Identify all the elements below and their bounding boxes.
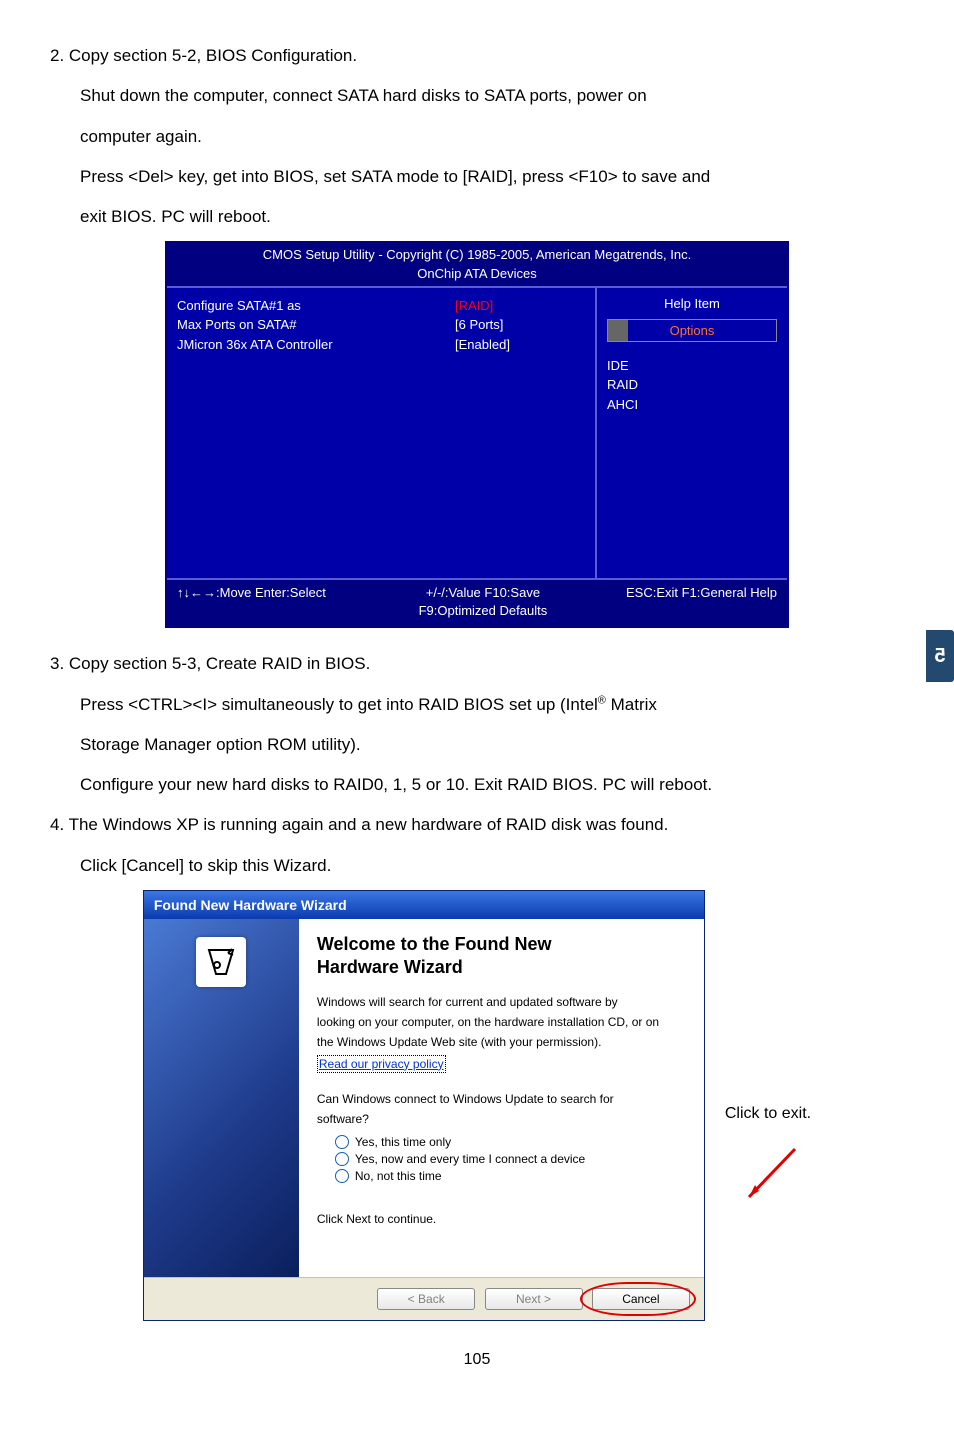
click-to-exit-label: Click to exit. (725, 1105, 811, 1123)
wizard-continue-text: Click Next to continue. (317, 1211, 686, 1227)
bios-footer-right: ESC:Exit F1:General Help (626, 584, 777, 620)
bios-footer-left: ↑↓←→:Move Enter:Select (177, 584, 326, 620)
section-tab: 5 (926, 630, 954, 682)
wizard-text: Windows will search for current and upda… (317, 994, 686, 1010)
step3-lead: 3. Copy section 5-3, Create RAID in BIOS… (50, 648, 904, 680)
wizard-question: software? (317, 1111, 686, 1127)
step2-line: Press <Del> key, get into BIOS, set SATA… (80, 161, 904, 193)
step2-line: computer again. (80, 121, 904, 153)
hardware-wizard-dialog: Found New Hardware Wizard Welcome to the… (143, 890, 705, 1321)
wizard-heading: Welcome to the Found NewHardware Wizard (317, 933, 686, 978)
step3-line: Configure your new hard disks to RAID0, … (80, 769, 904, 801)
bios-row-value: [Enabled] (455, 335, 585, 355)
step4-line: Click [Cancel] to skip this Wizard. (80, 850, 904, 882)
bios-row-label: Configure SATA#1 as (177, 296, 455, 316)
step3-line: Press <CTRL><I> simultaneously to get in… (80, 689, 904, 721)
page-number: 105 (50, 1351, 904, 1369)
bios-options-box: Options (607, 319, 777, 342)
next-button: Next > (485, 1288, 583, 1310)
bios-option: RAID (607, 375, 777, 395)
bios-option: IDE (607, 356, 777, 376)
wizard-titlebar: Found New Hardware Wizard (144, 891, 704, 919)
bios-title-line: OnChip ATA Devices (167, 265, 787, 283)
radio-no[interactable]: No, not this time (335, 1169, 686, 1183)
bios-row-label: JMicron 36x ATA Controller (177, 335, 455, 355)
bios-footer-mid: +/-/:Value F10:Save (340, 584, 626, 602)
wizard-text: looking on your computer, on the hardwar… (317, 1014, 686, 1030)
bios-screenshot: CMOS Setup Utility - Copyright (C) 1985-… (165, 241, 789, 628)
bios-help-item: Help Item (607, 296, 777, 311)
bios-footer-mid: F9:Optimized Defaults (340, 602, 626, 620)
bios-row-label: Max Ports on SATA# (177, 315, 455, 335)
cancel-button[interactable]: Cancel (592, 1288, 690, 1310)
bios-option: AHCI (607, 395, 777, 415)
privacy-link[interactable]: Read our privacy policy (317, 1055, 446, 1073)
step2-lead: 2. Copy section 5-2, BIOS Configuration. (50, 40, 904, 72)
bios-row-value: [6 Ports] (455, 315, 585, 335)
wizard-text: the Windows Update Web site (with your p… (317, 1034, 686, 1050)
step4-lead: 4. The Windows XP is running again and a… (50, 809, 904, 841)
device-icon (196, 937, 246, 987)
step2-line: Shut down the computer, connect SATA har… (80, 80, 904, 112)
bios-title-line: CMOS Setup Utility - Copyright (C) 1985-… (167, 246, 787, 264)
step2-line: exit BIOS. PC will reboot. (80, 201, 904, 233)
bios-row-value: [RAID] (455, 296, 585, 316)
back-button: < Back (377, 1288, 475, 1310)
arrow-icon (735, 1141, 795, 1211)
wizard-question: Can Windows connect to Windows Update to… (317, 1091, 686, 1107)
wizard-side-graphic (144, 919, 299, 1277)
radio-yes-always[interactable]: Yes, now and every time I connect a devi… (335, 1152, 686, 1166)
step3-line: Storage Manager option ROM utility). (80, 729, 904, 761)
radio-yes-once[interactable]: Yes, this time only (335, 1135, 686, 1149)
